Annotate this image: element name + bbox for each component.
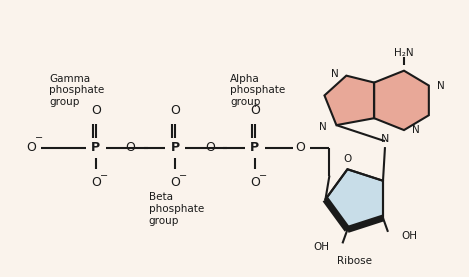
Text: Gamma: Gamma xyxy=(49,74,90,84)
Text: N: N xyxy=(437,81,445,91)
Text: Beta: Beta xyxy=(149,193,173,202)
Text: O: O xyxy=(250,104,260,117)
Polygon shape xyxy=(374,71,429,130)
Text: OH: OH xyxy=(401,231,417,241)
Text: N: N xyxy=(319,122,326,132)
Text: O: O xyxy=(343,154,352,164)
Text: N: N xyxy=(331,69,338,79)
Text: phosphate: phosphate xyxy=(230,86,285,96)
Text: O: O xyxy=(250,176,260,189)
Text: phosphate: phosphate xyxy=(149,204,204,214)
Text: Ribose: Ribose xyxy=(337,256,372,266)
Text: N: N xyxy=(381,134,389,144)
Text: P: P xyxy=(250,141,259,154)
Text: P: P xyxy=(91,141,100,154)
Text: phosphate: phosphate xyxy=(49,86,105,96)
Text: group: group xyxy=(49,98,79,107)
Text: −: − xyxy=(259,171,267,181)
Text: N: N xyxy=(412,125,420,135)
Polygon shape xyxy=(325,169,383,230)
Polygon shape xyxy=(325,76,374,125)
Text: OH: OH xyxy=(314,242,330,252)
Text: H₂N: H₂N xyxy=(394,48,414,58)
Text: group: group xyxy=(149,216,179,226)
Text: −: − xyxy=(100,171,108,181)
Text: Alpha: Alpha xyxy=(230,74,260,84)
Text: O: O xyxy=(91,104,101,117)
Text: O: O xyxy=(295,141,305,154)
Text: group: group xyxy=(230,98,260,107)
Text: O: O xyxy=(205,141,215,154)
Text: P: P xyxy=(171,141,180,154)
Text: O: O xyxy=(170,104,180,117)
Text: O: O xyxy=(26,141,36,154)
Text: −: − xyxy=(179,171,188,181)
Text: O: O xyxy=(126,141,136,154)
Text: O: O xyxy=(170,176,180,189)
Text: O: O xyxy=(91,176,101,189)
Text: −: − xyxy=(35,133,43,143)
